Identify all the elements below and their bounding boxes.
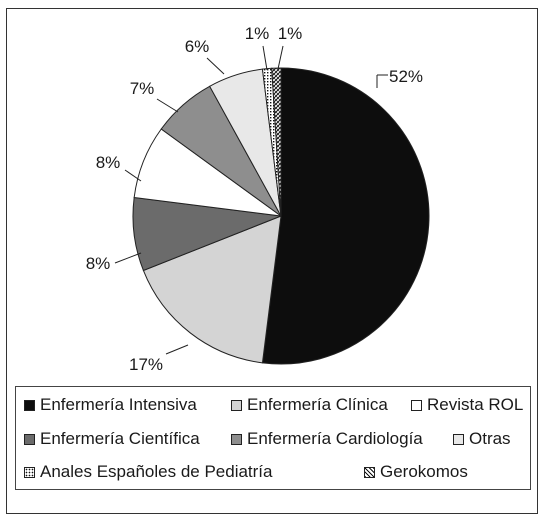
legend-label: Otras [469, 429, 511, 448]
legend-label: Enfermería Cardiología [247, 429, 423, 448]
pie-slice-enfermeria-clinica [142, 215, 282, 364]
legend-swatch [231, 433, 242, 445]
data-label-enfermeria-cientifica: 8% [86, 254, 111, 273]
pie-slice-gerokomos [271, 67, 282, 217]
legend-label: Enfermería Clínica [247, 395, 388, 414]
data-label-enfermeria-clinica: 17% [129, 355, 163, 374]
legend-label: Gerokomos [380, 462, 468, 481]
legend-swatch [24, 433, 35, 445]
data-label-enfermeria-cardiologia: 7% [130, 79, 155, 98]
legend-swatch [411, 399, 422, 411]
data-label-anales-espanoles-de-pediatria: 1% [245, 24, 270, 43]
legend-item-gerokomos: Gerokomos [364, 462, 468, 482]
legend-label: Revista ROL [427, 395, 524, 414]
legend-swatch [24, 466, 35, 478]
legend-label: Enfermería Intensiva [40, 395, 197, 414]
legend-item-otras: Otras [453, 429, 511, 449]
legend-item-enfermeria-cientifica: Enfermería Científica [24, 429, 200, 449]
legend-item-anales-espanoles-de-pediatria: Anales Españoles de Pediatría [24, 462, 273, 482]
data-label-otras: 6% [185, 37, 210, 56]
data-label-gerokomos: 1% [278, 24, 303, 43]
legend-label: Enfermería Científica [40, 429, 200, 448]
legend: Enfermería Intensiva Enfermería Clínica Re… [15, 386, 531, 490]
leader-line [206, 57, 225, 75]
leader-line [124, 169, 142, 182]
leader-line [165, 344, 189, 355]
data-label-enfermeria-intensiva: 52% [389, 67, 423, 86]
legend-item-enfermeria-cardiologia: Enfermería Cardiología [231, 429, 423, 449]
legend-label: Anales Españoles de Pediatría [40, 462, 273, 481]
data-label-revista-rol: 8% [96, 153, 121, 172]
legend-swatch [364, 466, 375, 478]
legend-swatch [453, 433, 464, 445]
legend-item-enfermeria-intensiva: Enfermería Intensiva [24, 395, 197, 415]
leader-line [114, 252, 142, 264]
leader-line [156, 98, 179, 113]
leader-line [262, 45, 268, 71]
legend-item-revista-rol: Revista ROL [411, 395, 523, 415]
pie-slice-enfermeria-intensiva [261, 67, 430, 365]
leader-line [277, 45, 284, 70]
legend-item-enfermeria-clinica: Enfermería Clínica [231, 395, 388, 415]
legend-swatch [24, 399, 35, 411]
chart-frame [6, 8, 538, 514]
legend-swatch [231, 399, 242, 411]
